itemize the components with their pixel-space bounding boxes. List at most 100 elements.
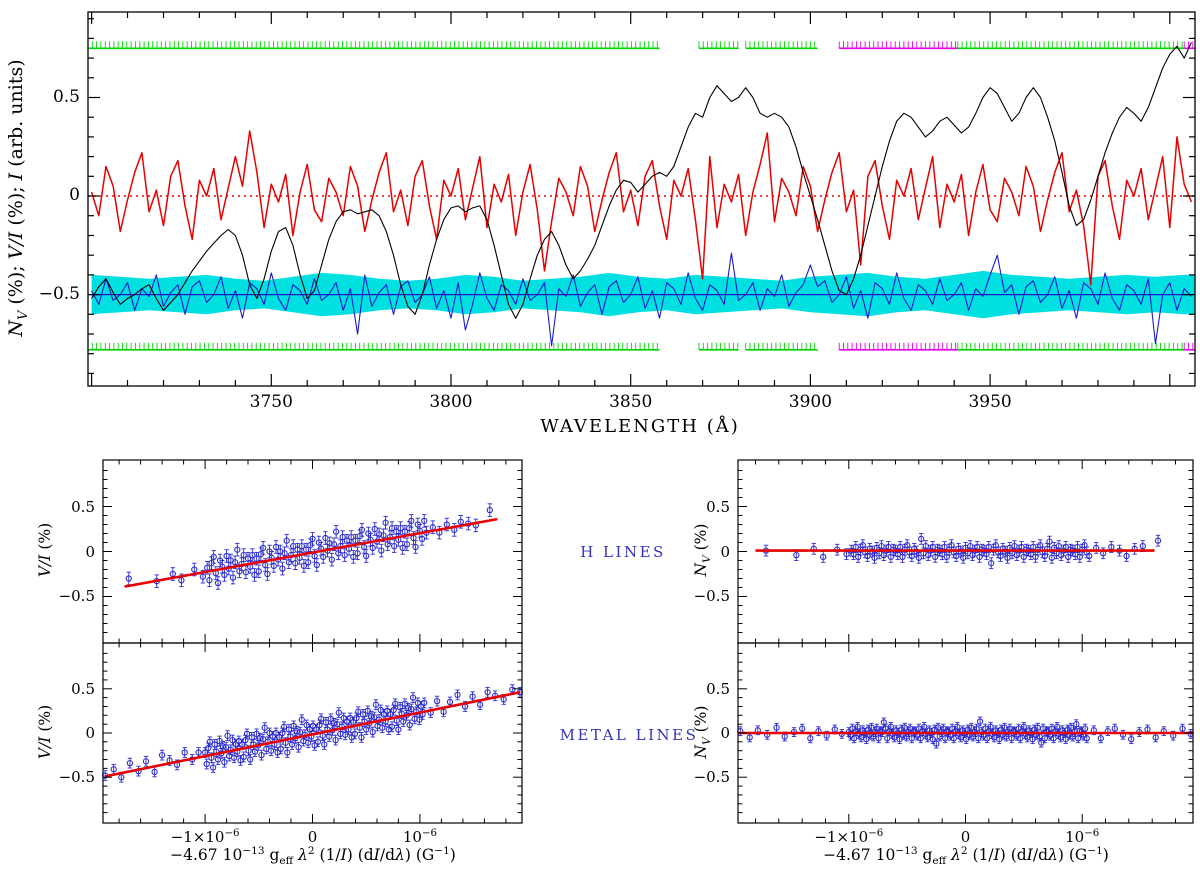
data-point [932, 553, 939, 561]
data-point [746, 734, 753, 741]
data-point [314, 738, 322, 745]
data-point [305, 559, 312, 566]
xt-p6: (1/ [967, 846, 994, 864]
data-point [256, 735, 264, 742]
data-point [285, 559, 293, 566]
data-point [224, 732, 231, 739]
data-point [266, 729, 273, 737]
xt-p6: (1/ [314, 846, 341, 864]
data-point [421, 517, 428, 525]
data-point [221, 759, 228, 766]
data-point [335, 550, 342, 557]
data-point [1065, 553, 1072, 561]
data-point [1081, 725, 1089, 732]
data-point [280, 723, 288, 730]
data-point [309, 722, 317, 730]
y-title-part: V/I [5, 231, 27, 260]
y-tick-label: 0 [720, 542, 730, 561]
data-point [199, 573, 207, 580]
data-point [195, 749, 202, 756]
data-point [908, 552, 915, 560]
data-point [369, 728, 376, 736]
data-point [258, 751, 265, 759]
data-point [408, 517, 415, 525]
data-point [1032, 553, 1039, 561]
data-point [251, 571, 258, 579]
row-label-h-lines: H LINES [580, 543, 666, 561]
data-point [406, 524, 413, 532]
data-point [1004, 554, 1011, 561]
data-point [375, 531, 383, 538]
data-point [332, 528, 340, 535]
xt-p1: −13 [895, 845, 918, 858]
data-point [255, 568, 262, 575]
data-point [279, 729, 286, 737]
data-point [363, 726, 370, 733]
data-point [948, 542, 955, 549]
data-point [294, 546, 301, 553]
data-point [469, 693, 476, 700]
data-point [348, 734, 355, 741]
xt-p2: g [917, 846, 933, 864]
data-point [433, 697, 441, 705]
x-tick-label: −1×10−6 [150, 828, 260, 846]
x-tick-label: 3850 [609, 392, 653, 412]
data-point [288, 741, 296, 748]
data-point [403, 541, 411, 548]
spectrum-x-axis-title: WAVELENGTH (Å) [540, 416, 740, 437]
data-point [355, 708, 362, 715]
data-point [382, 519, 389, 526]
data-point [1086, 552, 1093, 560]
data-point [988, 560, 995, 567]
data-point [976, 718, 984, 725]
data-point [399, 544, 406, 552]
data-point [284, 749, 291, 756]
data-point [249, 551, 256, 559]
nv-label: N [692, 744, 710, 759]
nv-label: N [692, 562, 710, 577]
data-point [401, 528, 409, 535]
data-point [384, 707, 391, 715]
tick-main: 10 [402, 828, 422, 846]
data-point [335, 709, 342, 716]
data-point [397, 524, 404, 532]
data-point [219, 743, 226, 750]
data-point [206, 738, 214, 745]
data-point [1055, 542, 1062, 550]
data-point [311, 742, 318, 749]
row-label-metal-lines: METAL LINES [559, 726, 699, 744]
data-point [1083, 735, 1090, 742]
data-point [387, 711, 394, 718]
data-point [203, 760, 210, 768]
data-point [1097, 735, 1104, 742]
data-point [384, 541, 391, 548]
data-point [440, 708, 447, 715]
data-point [1081, 542, 1088, 549]
data-point [300, 562, 308, 570]
data-point [214, 756, 222, 763]
data-point [476, 701, 484, 708]
data-point [343, 718, 351, 725]
data-point [915, 554, 922, 561]
xt-p9: I [1026, 846, 1033, 864]
data-point [1076, 553, 1083, 561]
y-tick-label: −0.5 [58, 587, 95, 606]
xt-p14: ) [1102, 846, 1109, 864]
data-point [378, 547, 385, 554]
data-point [247, 756, 254, 763]
y-tick-label: −0.5 [693, 587, 730, 606]
xt-p3: eff [279, 854, 294, 867]
x-tick-label: 3750 [249, 392, 293, 412]
data-point [377, 706, 384, 714]
data-point [967, 542, 974, 550]
data-point [380, 532, 387, 539]
y-tick-label: 0.5 [706, 497, 730, 516]
data-point [126, 759, 134, 767]
data-point [414, 699, 421, 707]
data-point [404, 705, 412, 712]
data-point [328, 556, 335, 563]
xt-p2: g [264, 846, 280, 864]
data-point [1128, 736, 1135, 743]
data-point [408, 705, 415, 713]
